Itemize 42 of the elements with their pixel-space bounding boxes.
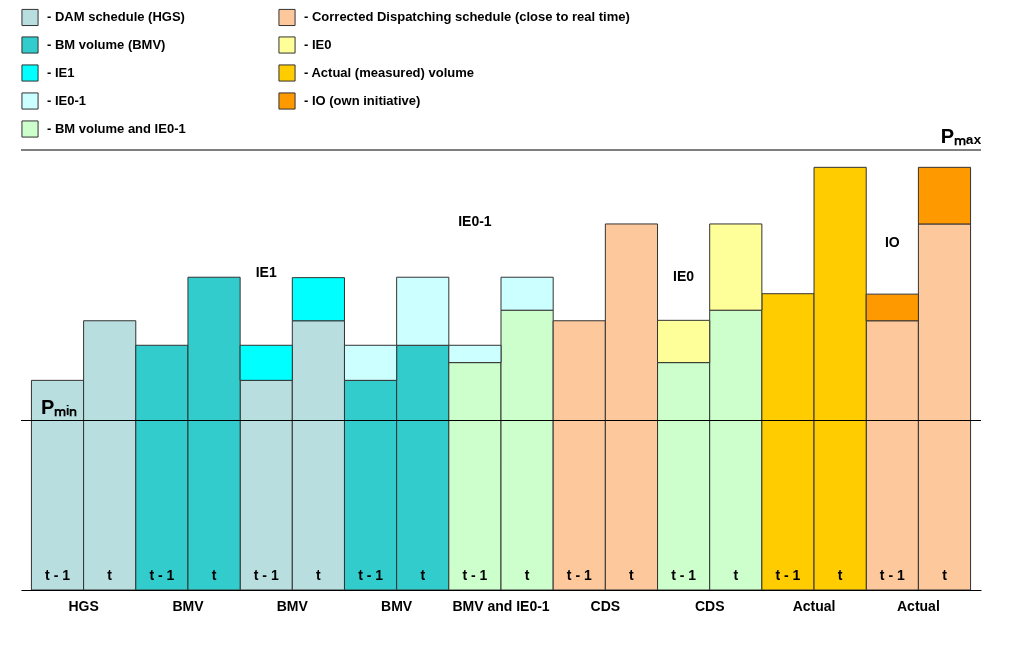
- text: CDS: [694, 598, 725, 614]
- x-tick-label: t - 1: [879, 566, 905, 583]
- x-tick-label: t: [316, 566, 322, 583]
- x-tick-label: t - 1: [566, 566, 592, 583]
- x-tick-label: t: [837, 566, 843, 583]
- x-tick-label: t - 1: [253, 566, 279, 583]
- legend-label: - BM volume (BMV): [47, 37, 166, 52]
- text: BMV: [381, 598, 413, 614]
- text: BMV and IE0-1: [452, 598, 550, 614]
- x-tick-label: t: [629, 566, 635, 583]
- x-tick-label: t - 1: [358, 566, 384, 583]
- x-tick-label: t: [107, 566, 113, 583]
- legend-label: - IO (own initiative): [304, 93, 421, 108]
- x-tick-label: t: [942, 566, 948, 583]
- x-tick-label: t: [420, 566, 426, 583]
- annotation: IE0-1: [458, 213, 492, 230]
- text: HGS: [68, 598, 99, 614]
- x-tick-label: t - 1: [45, 566, 71, 583]
- legend-label: - Corrected Dispatching schedule (close to real time): [304, 9, 630, 25]
- annotation: IE0: [673, 268, 695, 285]
- text: CDS: [590, 598, 621, 614]
- legend-label: - IE0-1: [47, 93, 87, 108]
- annotation: IO: [884, 234, 900, 251]
- x-tick-label: t: [211, 566, 217, 583]
- legend-label: - IE0: [304, 37, 332, 52]
- legend-label: - IE1: [47, 65, 75, 80]
- legend-label: - DAM schedule (HGS): [47, 9, 185, 25]
- annotation: IE1: [255, 264, 277, 280]
- text: BMV: [276, 598, 309, 614]
- x-tick-label: t - 1: [149, 566, 175, 583]
- legend-label: - Actual (measured) volume: [304, 65, 475, 80]
- ref-line-label: Pₘₐₓ: [940, 125, 982, 147]
- ref-line-label: Pₘᵢₙ: [41, 395, 78, 418]
- legend-label: - BM volume and IE0-1: [47, 121, 186, 136]
- x-tick-label: t: [524, 566, 530, 583]
- x-tick-label: t - 1: [775, 566, 801, 583]
- x-tick-label: t - 1: [462, 566, 488, 583]
- x-tick-label: t - 1: [671, 566, 697, 583]
- text: Actual: [896, 598, 940, 614]
- text: BMV: [172, 598, 205, 614]
- text: Actual: [792, 598, 836, 614]
- x-tick-label: t: [733, 566, 739, 583]
